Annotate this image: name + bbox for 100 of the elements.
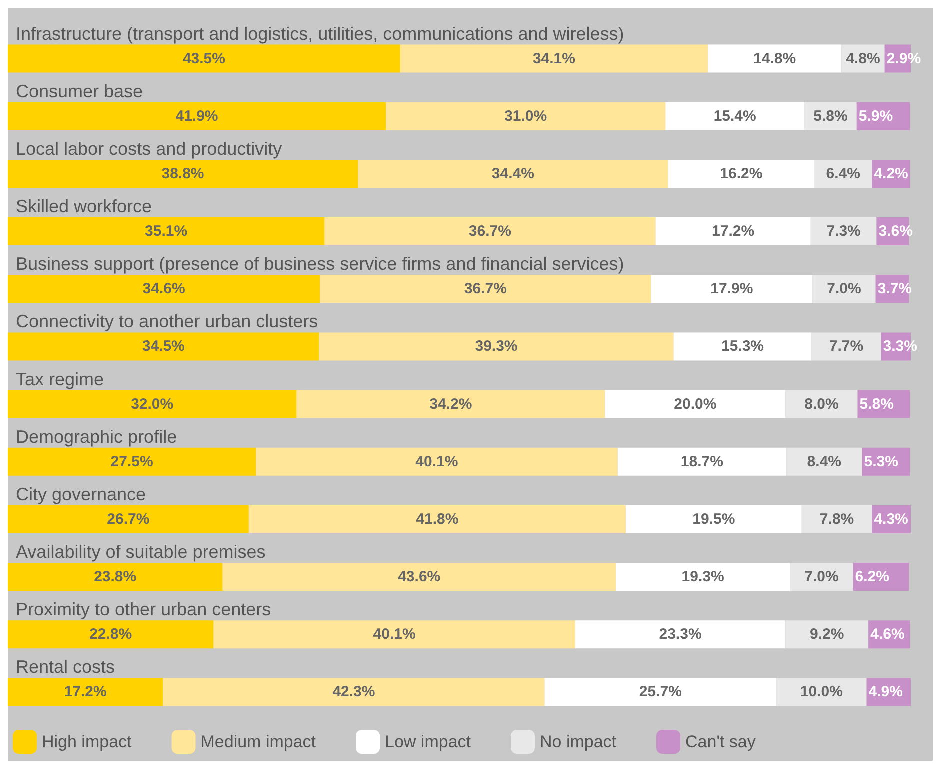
y-tick-label: Infrastructure (transport and logistics, utilities, communications and wireless) [16,24,624,44]
legend-label: High impact [42,732,132,752]
data-label: 34.4% [492,165,534,182]
bar [214,620,576,649]
y-tick-label: Local labor costs and productivity [16,138,282,159]
y-tick-label: Tax regime [16,369,104,390]
data-label: 7.3% [826,223,861,240]
data-label: 14.8% [754,50,796,68]
bar [786,390,858,418]
bar [222,563,616,592]
bar [666,102,805,130]
data-label: 5.8% [860,396,894,413]
data-label: 2.9% [886,50,922,68]
data-label: 31.0% [504,108,548,125]
data-label: 4.2% [874,165,908,182]
bar [8,102,386,130]
data-label: 17.2% [64,684,107,701]
data-label: 34.6% [142,280,186,298]
bar [324,218,656,246]
bar [786,620,869,649]
data-label: 7.0% [804,568,839,586]
bar [8,275,320,304]
data-label: 19.5% [692,510,736,528]
bar [626,505,802,534]
bar [575,620,786,649]
data-label: 35.1% [145,223,188,240]
bar [786,448,862,476]
data-label: 36.7% [468,223,512,240]
bar [618,448,787,476]
data-label: 6.2% [855,568,890,586]
legend-label: Can't say [686,732,756,752]
y-tick-label: Consumer base [16,81,144,102]
data-label: 34.1% [532,50,576,68]
data-label: 27.5% [110,453,154,470]
data-label: 7.8% [820,510,854,528]
data-label: 3.7% [878,280,912,298]
data-label: 22.8% [90,626,132,644]
data-label: 17.2% [712,223,755,240]
bar [358,160,668,188]
bar [256,448,618,476]
data-label: 40.1% [416,453,458,470]
bar [8,620,214,649]
bar [616,563,790,592]
legend-label: Medium impact [200,732,316,752]
legend-label: No impact [540,732,617,752]
data-label: 16.2% [720,165,763,182]
data-label: 19.3% [682,568,724,586]
bar [8,44,400,73]
bar [656,218,811,246]
data-label: 25.7% [639,684,682,701]
bar [8,332,320,361]
data-label: 26.7% [107,510,150,528]
data-label: 3.6% [878,223,913,240]
data-label: 15.3% [721,338,764,356]
data-label: 7.7% [829,338,864,356]
y-tick-label: Skilled workforce [16,196,152,217]
bar [400,44,708,73]
data-label: 41.8% [416,510,459,528]
data-label: 34.2% [430,396,472,413]
y-tick-label: Availability of suitable premises [16,542,266,562]
bar [668,160,814,188]
bar [8,390,297,418]
data-label: 41.9% [176,108,218,125]
bar [544,678,777,706]
data-label: 34.5% [142,338,185,356]
bar [674,332,812,361]
bar [386,102,666,130]
data-label: 40.1% [373,626,416,644]
bar [163,678,545,706]
legend-label: Low impact [385,732,472,752]
data-label: 5.3% [864,453,898,470]
data-label: 43.5% [182,50,226,68]
bar [810,218,877,246]
data-label: 7.0% [827,280,862,298]
data-label: 10.0% [800,684,843,701]
data-label: 32.0% [131,396,174,413]
y-tick-label: City governance [16,484,146,504]
data-label: 5.8% [814,108,848,125]
bar [790,563,854,592]
data-label: 9.2% [810,626,844,644]
bar [8,678,164,706]
data-label: 4.9% [868,684,903,701]
data-label: 39.3% [475,338,518,356]
bar [802,505,872,534]
bar [651,275,813,304]
bar [8,563,223,592]
data-label: 43.6% [398,568,441,586]
data-label: 4.6% [870,626,905,644]
data-label: 23.8% [94,568,137,586]
data-label: 6.4% [826,165,860,182]
data-label: 5.9% [858,108,894,125]
bar [812,275,876,304]
data-label: 23.3% [659,626,702,644]
y-tick-label: Business support (presence of business service firms and financial services) [16,254,624,274]
y-tick-label: Proximity to other urban centers [16,600,272,620]
bar [776,678,867,706]
data-label: 8.0% [804,396,839,413]
bar [8,505,249,534]
bar [8,448,256,476]
data-label: 4.8% [846,50,880,68]
